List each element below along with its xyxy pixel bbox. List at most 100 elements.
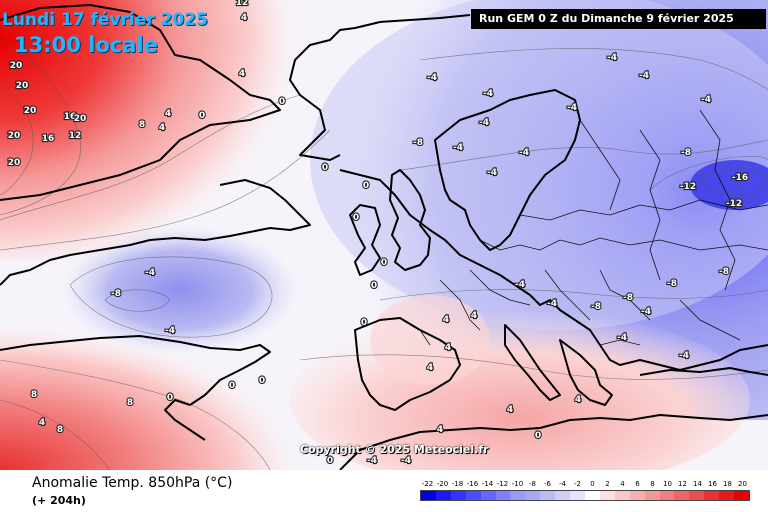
color-scale-label: 10 — [663, 480, 672, 488]
color-scale-label: -20 — [436, 480, 449, 488]
color-scale-swatch — [570, 491, 585, 500]
contour-label: 4 — [443, 315, 449, 325]
contour-label: 0 — [381, 258, 387, 268]
contour-label: -8 — [681, 148, 691, 158]
color-scale-label: -8 — [529, 480, 536, 488]
contour-label: -4 — [483, 89, 493, 99]
variable-title: Anomalie Temp. 850hPa (°C) — [32, 475, 233, 491]
warm-anomaly-greenland — [0, 0, 330, 260]
contour-label: 0 — [363, 181, 369, 191]
contour-label: 0 — [259, 376, 265, 386]
color-scale-swatch — [704, 491, 720, 500]
color-scale-swatch — [421, 491, 436, 500]
color-scale-label: -12 — [496, 480, 509, 488]
contour-label: 0 — [279, 97, 285, 107]
contour-label: -4 — [515, 280, 525, 290]
contour-label: -4 — [679, 351, 689, 361]
color-scale-labels: -22 -20 -18 -16 -14 -12 -10 -8 -6 -4 -2 0 2 4 6 8 10 12 14… — [420, 480, 750, 490]
cold-anomaly-europe — [310, 0, 768, 330]
contour-label: 4 — [507, 405, 513, 415]
contour-label: -4 — [701, 95, 711, 105]
contour-label: 20 — [74, 114, 87, 124]
color-scale-swatch — [555, 491, 571, 500]
contour-label: -12 — [680, 182, 696, 192]
contour-label: 4 — [437, 425, 443, 435]
color-scale-swatch — [495, 491, 511, 500]
contour-label: 16 — [42, 134, 55, 144]
contour-label: -4 — [641, 307, 651, 317]
contour-label: -8 — [719, 267, 729, 277]
color-scale-label: -22 — [421, 480, 434, 488]
contour-label: 8 — [57, 425, 63, 435]
contour-label: 0 — [371, 281, 377, 291]
contour-label: -4 — [453, 143, 463, 153]
cold-core-minus-16 — [690, 160, 768, 210]
contour-label: 16 — [64, 112, 77, 122]
contour-label: -4 — [367, 456, 377, 466]
color-scale-label: 6 — [635, 480, 640, 488]
color-scale-swatch — [614, 491, 630, 500]
color-scale-swatch — [734, 491, 749, 500]
contour-label: 4 — [241, 13, 247, 23]
contour-label: 0 — [327, 456, 333, 466]
contour-label: 4 — [39, 418, 45, 428]
contour-label: -8 — [591, 302, 601, 312]
contour-label: 20 — [8, 131, 21, 141]
contour-label: 12 — [236, 0, 249, 8]
color-scale-swatch — [525, 491, 541, 500]
contour-label: 0 — [535, 431, 541, 441]
color-scale-label: 2 — [605, 480, 610, 488]
contour-label: -4 — [401, 456, 411, 466]
color-scale-label: 12 — [678, 480, 687, 488]
contour-label: 4 — [575, 395, 581, 405]
contour-label: 4 — [445, 343, 451, 353]
copyright-notice: Copyright © 2025 Meteociel.fr — [300, 443, 489, 456]
color-scale-label: -16 — [466, 480, 479, 488]
color-scale-label: -18 — [451, 480, 464, 488]
forecast-valid-time: 13:00 locale — [14, 33, 158, 57]
color-scale-label: -6 — [544, 480, 551, 488]
map-footer: Anomalie Temp. 850hPa (°C) (+ 204h) -22-… — [0, 470, 768, 512]
contour-label: 20 — [24, 106, 37, 116]
forecast-valid-date: Lundi 17 février 2025 — [2, 10, 208, 30]
color-scale-swatch — [629, 491, 645, 500]
contour-label: 0 — [353, 213, 359, 223]
contour-label: 20 — [10, 61, 23, 71]
contour-label: 8 — [139, 120, 145, 130]
color-scale-swatch — [689, 491, 705, 500]
contour-label: 4 — [165, 109, 171, 119]
color-scale-swatch — [659, 491, 675, 500]
color-scale-label: 16 — [708, 480, 717, 488]
contour-label: 4 — [239, 69, 245, 79]
color-scale-swatch — [644, 491, 660, 500]
color-scale-label: -14 — [481, 480, 494, 488]
contour-label: -8 — [667, 279, 677, 289]
contour-label: 0 — [361, 318, 367, 328]
contour-label: 12 — [69, 131, 82, 141]
contour-label: -4 — [487, 168, 497, 178]
contour-label: 20 — [16, 81, 29, 91]
contour-label: 4 — [427, 363, 433, 373]
contour-label: 0 — [199, 111, 205, 121]
color-scale-label: -2 — [574, 480, 581, 488]
contour-label: -4 — [617, 333, 627, 343]
contour-label: 20 — [8, 158, 21, 168]
contour-label: -4 — [567, 103, 577, 113]
color-scale-swatch — [450, 491, 466, 500]
color-scale-swatch — [599, 491, 615, 500]
color-scale-label: 0 — [590, 480, 595, 488]
contour-label: -16 — [732, 173, 748, 183]
color-scale-label: 4 — [620, 480, 625, 488]
contour-label: -4 — [607, 53, 617, 63]
contour-label: -8 — [413, 138, 423, 148]
contour-label: 8 — [31, 390, 37, 400]
color-scale-swatch — [674, 491, 690, 500]
color-scale-label: -10 — [511, 480, 524, 488]
forecast-map: 20 20 20 20 16 20 16 12 20 8 4 4 12 4 4 0 0 0 0 0 0 0 0 -4 -4 -4-… — [0, 0, 768, 470]
color-scale-label: -4 — [559, 480, 566, 488]
contour-label: -4 — [427, 73, 437, 83]
contour-label: -4 — [145, 268, 155, 278]
contour-label: -4 — [165, 326, 175, 336]
